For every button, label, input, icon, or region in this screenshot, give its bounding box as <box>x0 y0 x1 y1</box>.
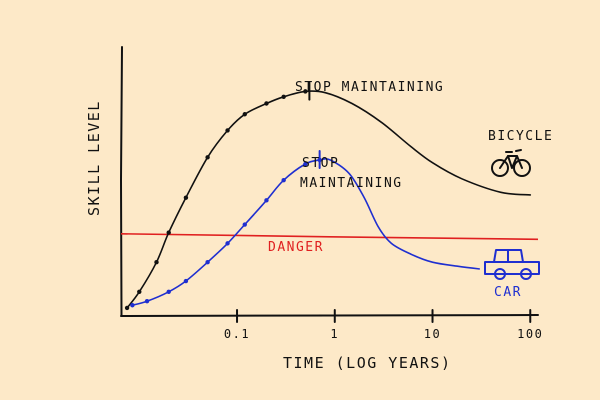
legend-bicycle-label: BICYCLE <box>488 129 553 144</box>
x-tick-label: 100 <box>517 327 543 341</box>
car-icon <box>484 249 540 280</box>
danger-layer <box>120 233 539 241</box>
bicycle-data-point <box>303 89 308 94</box>
bicycle-series-line <box>126 90 532 309</box>
bicycle-data-point <box>225 128 230 133</box>
car-data-point <box>264 198 269 203</box>
danger-label: DANGER <box>268 240 324 255</box>
car-data-point <box>242 222 247 227</box>
x-axis-label: TIME (LOG YEARS) <box>283 354 452 372</box>
car-stop-maintaining-label-line2: MAINTAINING <box>300 176 403 191</box>
car-data-point <box>166 289 171 294</box>
car-data-point <box>225 241 230 246</box>
bicycle-data-point <box>183 195 189 200</box>
car-data-point <box>183 278 189 284</box>
y-axis-label: SKILL LEVEL <box>85 100 103 216</box>
series-layer <box>124 81 532 311</box>
legend-car-label: CAR <box>494 285 522 300</box>
car-data-point <box>205 260 210 265</box>
danger-threshold-line <box>120 233 539 241</box>
car-data-point <box>303 161 308 167</box>
bicycle-data-point <box>166 230 171 235</box>
x-tick-label: 10 <box>424 327 441 341</box>
bicycle-data-point <box>281 94 286 99</box>
car-data-point <box>281 177 286 183</box>
car-stop-maintaining-label-line1: STOP <box>302 156 339 171</box>
bicycle-data-point <box>264 101 269 106</box>
bicycle-icon <box>491 149 531 177</box>
bicycle-data-point <box>242 112 247 117</box>
x-ticks: 0.1 1 10 100 <box>224 309 543 341</box>
x-axis <box>120 314 539 317</box>
y-axis <box>119 46 123 317</box>
car-data-point <box>130 303 135 308</box>
bicycle-data-point <box>124 305 130 311</box>
x-tick-label: 0.1 <box>224 327 250 341</box>
car-data-point <box>144 299 150 304</box>
bicycle-stop-maintaining-label: STOP MAINTAINING <box>295 80 444 95</box>
x-tick-label: 1 <box>330 327 339 341</box>
bicycle-data-point <box>137 289 142 294</box>
bicycle-data-point <box>154 260 159 265</box>
bicycle-data-point <box>205 155 210 160</box>
